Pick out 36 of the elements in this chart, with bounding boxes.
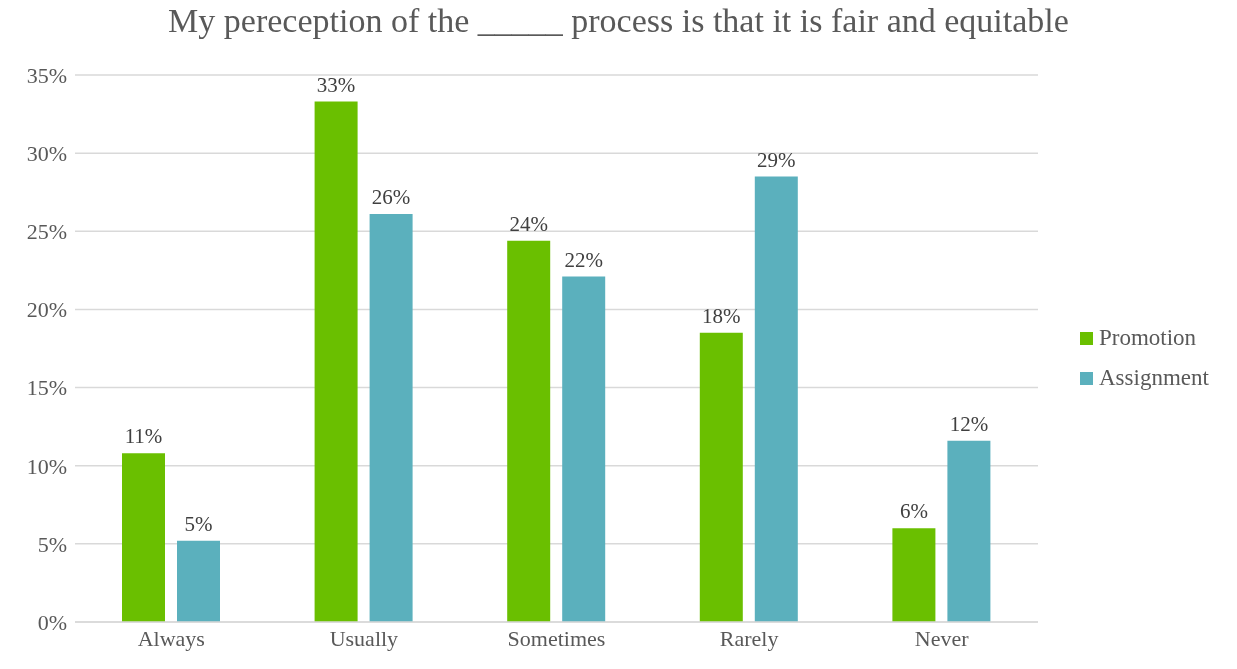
x-tick-label: Usually — [329, 625, 399, 651]
bar — [754, 176, 798, 622]
legend-label: Promotion — [1099, 325, 1197, 351]
bar — [314, 101, 358, 622]
y-tick-label: 20% — [26, 297, 67, 323]
data-label: 33% — [316, 72, 356, 97]
data-label: 24% — [509, 211, 548, 236]
x-tick-label: Sometimes — [507, 625, 606, 651]
data-label: 26% — [371, 185, 411, 210]
data-label: 6% — [899, 499, 928, 524]
x-tick-label: Never — [914, 625, 970, 651]
y-tick-label: 30% — [26, 140, 67, 166]
y-tick-label: 0% — [37, 609, 67, 635]
data-label: 11% — [124, 424, 163, 449]
y-tick-label: 5% — [37, 531, 67, 557]
legend-label: Assignment — [1099, 365, 1209, 391]
bar — [699, 332, 743, 622]
bar — [122, 453, 165, 622]
bar — [562, 276, 606, 622]
x-tick-label: Rarely — [719, 625, 779, 651]
data-label: 22% — [564, 247, 603, 272]
y-tick-label: 35% — [26, 62, 67, 88]
bar — [892, 528, 936, 622]
data-label: 5% — [184, 511, 213, 536]
bar — [369, 214, 413, 622]
y-tick-label: 25% — [26, 219, 67, 245]
data-label: 18% — [702, 303, 741, 328]
bar — [947, 440, 991, 622]
data-label: 12% — [949, 411, 989, 436]
x-tick-label: Always — [137, 625, 205, 651]
y-tick-label: 10% — [26, 453, 67, 479]
y-tick-label: 15% — [26, 375, 67, 401]
chart-title: My pereception of the _____ process is that it is fair and equitable — [167, 2, 1070, 40]
data-label: 29% — [757, 147, 796, 172]
bar — [177, 540, 220, 622]
bar — [507, 240, 551, 622]
